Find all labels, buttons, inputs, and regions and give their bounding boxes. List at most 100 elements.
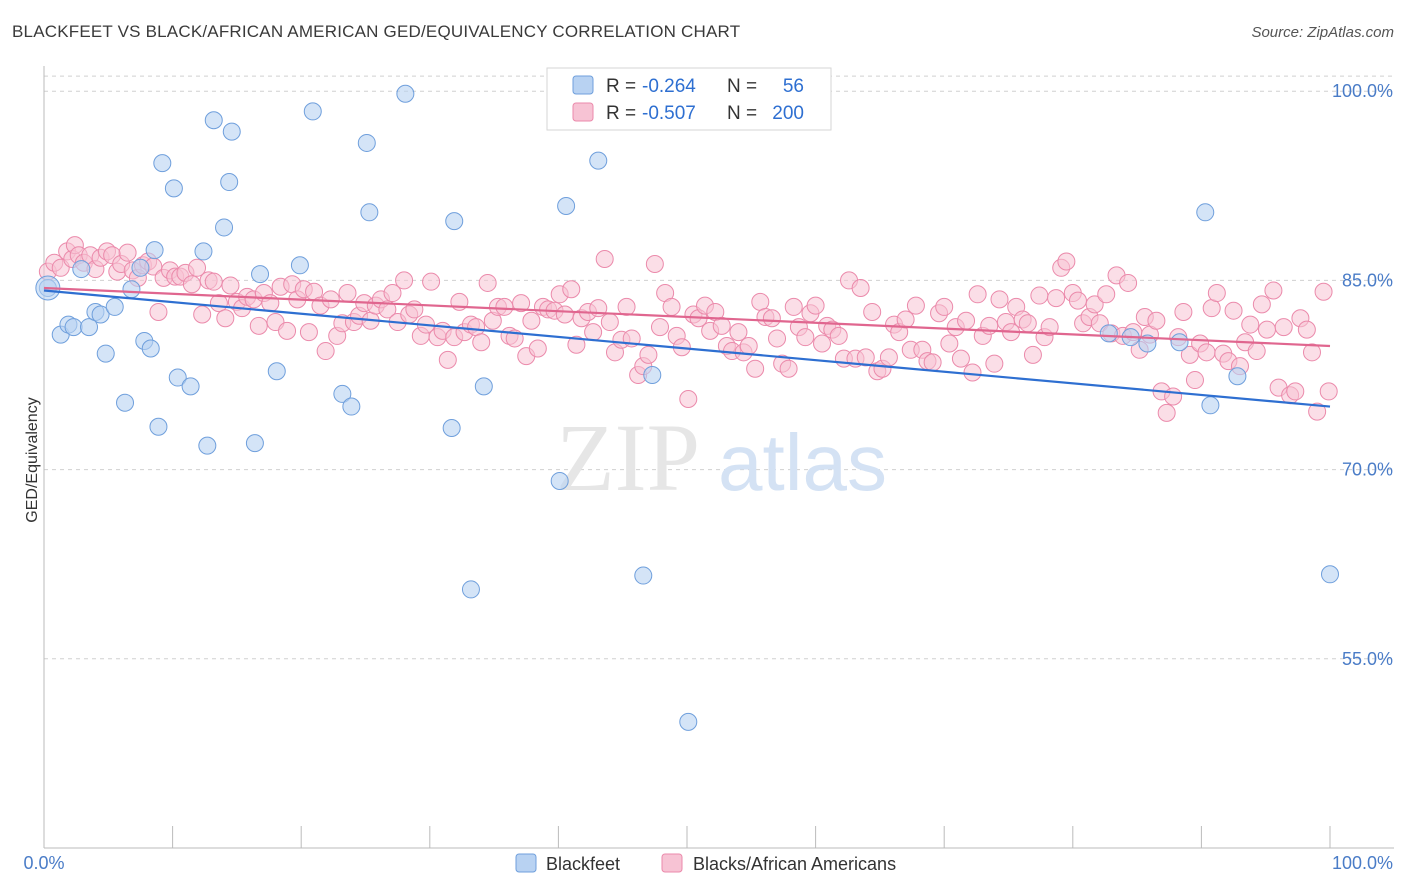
x-tick-label: 100.0%: [1332, 853, 1393, 873]
data-point-blackfeet: [245, 434, 264, 453]
data-point-blackfeet: [1099, 324, 1118, 343]
data-point-blacks: [729, 323, 748, 342]
data-point-blacks: [188, 258, 207, 277]
data-point-blacks: [204, 272, 223, 291]
data-point-blacks: [746, 359, 765, 378]
data-point-blacks: [896, 310, 915, 329]
data-point-blacks: [1047, 289, 1066, 308]
data-point-blacks: [1207, 284, 1226, 303]
data-point-blackfeet: [474, 377, 493, 396]
data-point-blacks: [863, 302, 882, 321]
data-point-blackfeet: [679, 712, 698, 731]
y-axis-label: GED/Equivalency: [24, 397, 41, 522]
data-point-blacks: [1085, 295, 1104, 314]
data-point-blacks: [1202, 299, 1221, 318]
data-point-blackfeet: [396, 84, 415, 103]
data-point-blackfeet: [116, 393, 135, 412]
data-point-blackfeet: [1170, 333, 1189, 352]
data-point-blacks: [1185, 371, 1204, 390]
data-point-blacks: [584, 323, 603, 342]
series-blacks-points: [38, 236, 1338, 422]
y-tick-label: 55.0%: [1342, 649, 1393, 669]
data-point-blackfeet: [1138, 334, 1157, 353]
data-point-blacks: [383, 284, 402, 303]
data-point-blacks: [1252, 295, 1271, 314]
data-point-blackfeet: [131, 258, 150, 277]
trend-line-blackfeet: [43, 289, 1331, 408]
axes: [43, 66, 1394, 849]
data-point-blacks: [562, 280, 581, 299]
data-point-blacks: [467, 318, 486, 337]
data-point-blackfeet: [461, 580, 480, 599]
data-point-blacks: [438, 350, 457, 369]
data-point-blacks: [617, 297, 636, 316]
data-point-blacks: [1174, 302, 1193, 321]
data-point-blacks: [768, 329, 787, 348]
y-tick-label: 70.0%: [1342, 460, 1393, 480]
data-point-blackfeet: [181, 377, 200, 396]
data-point-blacks: [567, 335, 586, 354]
data-point-blacks: [316, 342, 335, 361]
data-point-blacks: [1040, 318, 1059, 337]
data-point-blackfeet: [290, 256, 309, 275]
data-point-blackfeet: [634, 566, 653, 585]
data-point-blacks: [1308, 402, 1327, 421]
data-point-blackfeet: [589, 151, 608, 170]
data-point-blacks: [1157, 403, 1176, 422]
data-point-blackfeet: [168, 368, 187, 387]
stats-n-label-2: N =: [727, 103, 757, 124]
data-point-blacks: [182, 275, 201, 294]
data-point-blacks: [829, 326, 848, 345]
trend-line-blacks: [43, 286, 1331, 348]
data-point-blackfeet: [149, 417, 168, 436]
data-point-blacks: [851, 278, 870, 297]
data-point-blacks: [1224, 301, 1243, 320]
data-point-blacks: [221, 276, 240, 295]
data-point-blacks: [712, 316, 731, 335]
y-tick-label: 85.0%: [1342, 270, 1393, 290]
data-point-blacks: [1030, 286, 1049, 305]
data-point-blacks: [1164, 387, 1183, 406]
data-point-blacks: [149, 302, 168, 321]
data-point-blacks: [118, 243, 137, 262]
data-point-blacks: [940, 334, 959, 353]
data-point-blacks: [1319, 382, 1338, 401]
data-point-blacks: [193, 305, 212, 324]
data-point-blacks: [779, 359, 798, 378]
data-point-blacks: [1247, 342, 1266, 361]
data-point-blacks: [1257, 320, 1276, 339]
stats-r-label-2: R =: [606, 103, 636, 124]
data-point-blacks: [395, 271, 414, 290]
data-point-blackfeet: [1196, 203, 1215, 222]
stats-legend: R = -0.264 N = 56 R = -0.507 N = 200: [546, 67, 832, 131]
data-point-blacks: [338, 284, 357, 303]
data-point-blacks: [1241, 315, 1260, 334]
data-point-blackfeet: [164, 179, 183, 198]
data-point-blacks: [879, 348, 898, 367]
data-point-blacks: [378, 300, 397, 319]
data-point-blackfeet: [1321, 565, 1339, 584]
stats-r-value-1: -0.264: [642, 76, 696, 97]
data-point-blacks: [512, 294, 531, 313]
data-point-blacks: [796, 328, 815, 347]
data-point-blacks: [985, 354, 1004, 373]
data-point-blacks: [1119, 273, 1138, 292]
data-point-blacks: [422, 272, 441, 291]
x-tick-label: 0.0%: [23, 853, 64, 873]
data-point-blacks: [679, 389, 698, 408]
data-point-blacks: [478, 273, 497, 292]
data-point-blacks: [216, 309, 235, 328]
data-point-blacks: [1286, 382, 1305, 401]
data-point-blackfeet: [96, 344, 115, 363]
data-point-blacks: [595, 249, 614, 268]
data-point-blackfeet: [215, 218, 234, 237]
stats-legend-swatch-pink: [572, 102, 594, 122]
data-point-blacks: [321, 290, 340, 309]
data-point-blackfeet: [267, 362, 286, 381]
data-point-blacks: [662, 297, 681, 316]
data-point-blackfeet: [72, 260, 91, 279]
data-point-blackfeet: [194, 242, 213, 261]
data-point-blacks: [472, 333, 491, 352]
data-point-blackfeet: [105, 297, 124, 316]
data-point-blackfeet: [64, 318, 83, 337]
